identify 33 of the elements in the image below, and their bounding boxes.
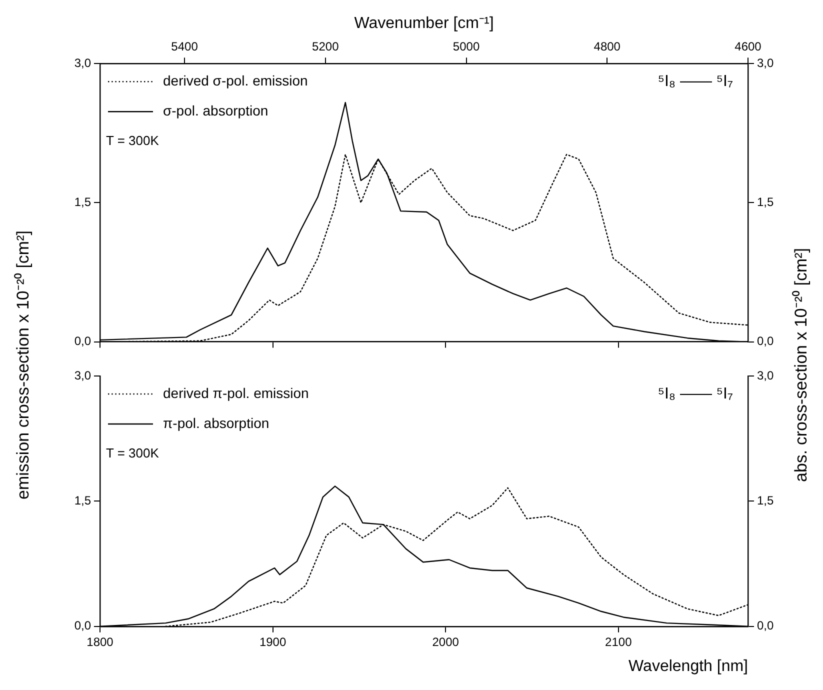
y-tick-label: 3,0: [74, 56, 92, 70]
legend-label: σ-pol. absorption: [163, 102, 268, 118]
x2-tick-label: 5200: [312, 40, 340, 54]
x2-tick-label: 5000: [452, 40, 480, 54]
y2-tick-label: 1,5: [757, 494, 774, 508]
legend-label: π-pol. absorption: [163, 414, 270, 431]
x-tick-label: 1900: [259, 634, 286, 649]
annotation: T = 300K: [106, 446, 160, 461]
x-tick-label: 2000: [432, 634, 460, 649]
y2-tick-label: 0,0: [757, 334, 774, 348]
y-axis-title: emission cross-section x 10⁻²⁰ [cm²]: [12, 230, 34, 500]
annotation: T = 300K: [106, 133, 160, 148]
legend-label: derived π-pol. emission: [163, 384, 309, 401]
y2-tick-label: 0,0: [757, 618, 774, 633]
x2-tick-label: 4800: [594, 40, 621, 54]
x-tick-label: 1800: [86, 634, 114, 649]
y-tick-label: 1,5: [74, 494, 92, 508]
x2-tick-label: 4600: [734, 40, 762, 54]
x2-tick-label: 5400: [171, 40, 198, 54]
x2-axis-title: Wavenumber [cm⁻¹]: [354, 15, 494, 32]
annotation: ⁵I₈ —— ⁵I₇: [658, 385, 733, 402]
y-tick-label: 1,5: [74, 195, 92, 210]
y-tick-label: 0,0: [74, 618, 92, 633]
y2-tick-label: 3,0: [757, 56, 774, 70]
y-tick-label: 3,0: [74, 368, 92, 382]
y2-axis-title: abs. cross-section x 10⁻²⁰ [cm²]: [790, 248, 812, 482]
y2-tick-label: 3,0: [757, 368, 774, 382]
legend-label: derived σ-pol. emission: [163, 72, 308, 88]
annotation: ⁵I₈ —— ⁵I₇: [658, 73, 733, 90]
y2-tick-label: 1,5: [757, 195, 774, 210]
y-tick-label: 0,0: [74, 334, 92, 348]
x-axis-title: Wavelength [nm]: [628, 658, 748, 675]
x-tick-label: 2100: [605, 634, 632, 649]
